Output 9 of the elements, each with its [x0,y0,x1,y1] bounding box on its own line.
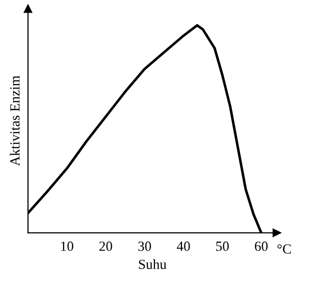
x-tick-label: 50 [216,242,229,251]
x-tick-label: 30 [138,242,152,251]
x-tick-label: 60 [254,242,268,251]
x-tick-label: 40 [176,242,190,251]
x-tick-label: 20 [99,242,112,251]
x-tick-label: 10 [61,242,74,251]
text: °C [277,244,291,254]
y-axis-title: Aktivitas Enzim [10,76,20,166]
x-axis-title: Suhu [139,259,166,270]
